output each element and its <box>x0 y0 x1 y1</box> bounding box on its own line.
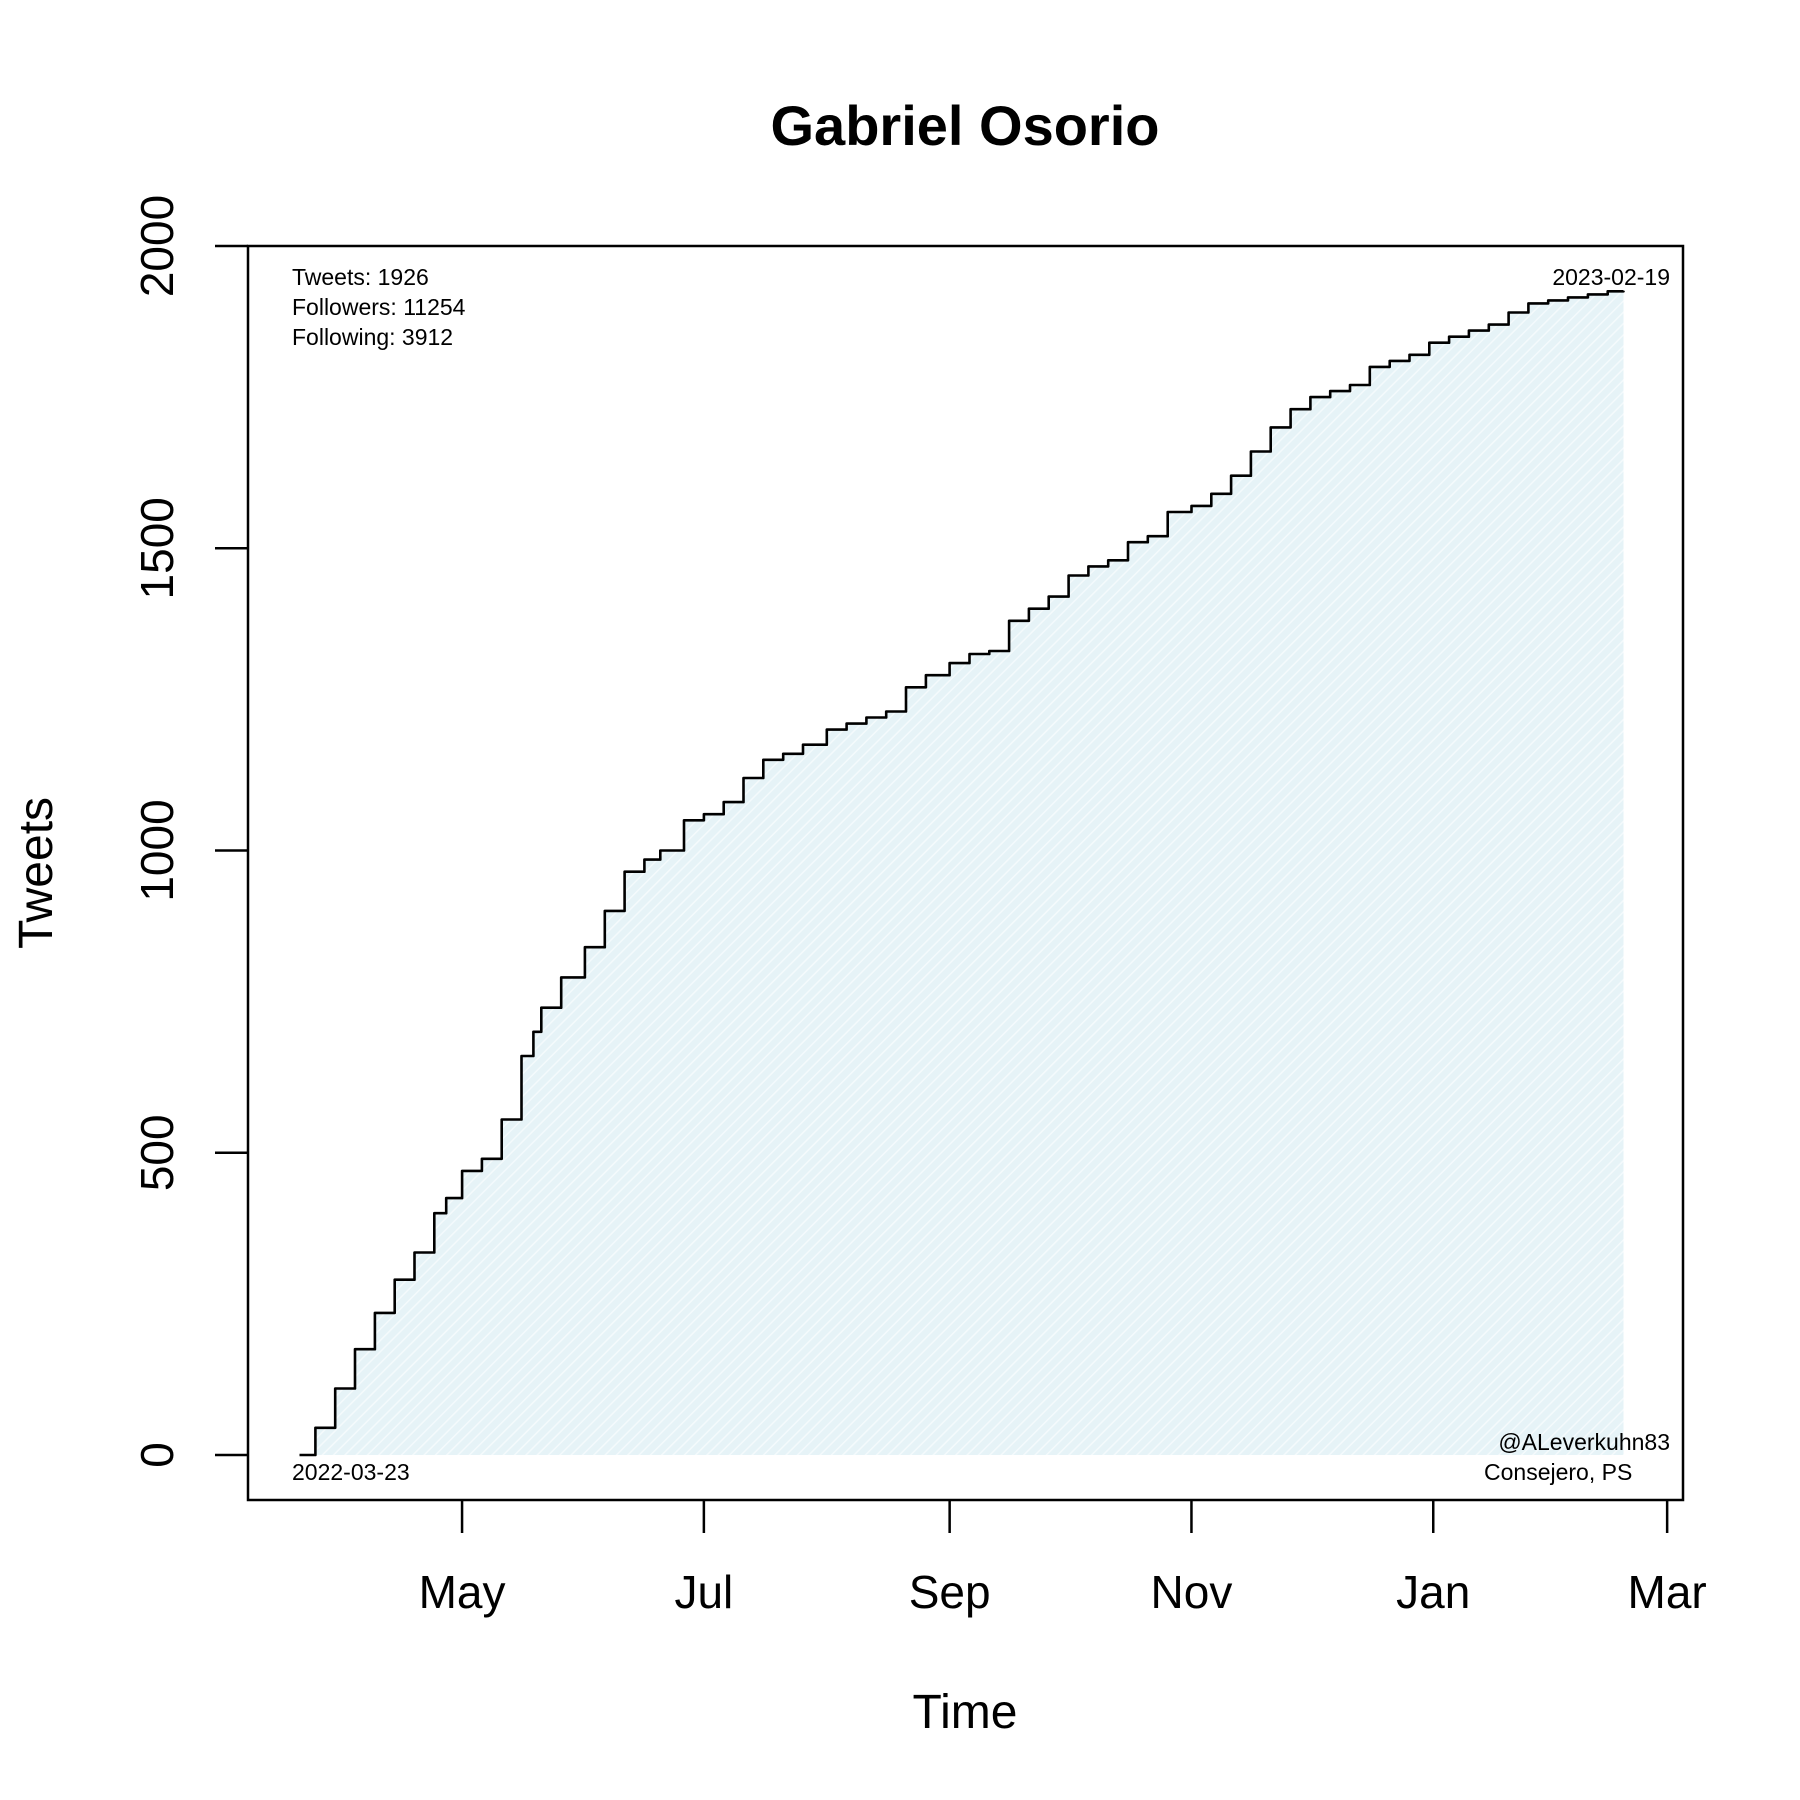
stats-followers: Followers: 11254 <box>292 294 466 320</box>
start-date-label: 2022-03-23 <box>292 1459 410 1485</box>
y-tick-label: 0 <box>131 1442 183 1468</box>
end-date-label: 2023-02-19 <box>1552 264 1670 290</box>
x-tick-label: Mar <box>1628 1566 1707 1618</box>
y-axis-label: Tweets <box>10 797 63 949</box>
credit-handle: @ALeverkuhn83 <box>1498 1429 1670 1455</box>
stats-tweets: Tweets: 1926 <box>292 264 429 290</box>
x-tick-label: Jan <box>1396 1566 1470 1618</box>
series-line <box>299 290 1625 1457</box>
x-tick-label: May <box>419 1566 506 1618</box>
x-tick-label: Nov <box>1151 1566 1233 1618</box>
x-tick-label: Sep <box>909 1566 991 1618</box>
chart-title: Gabriel Osorio <box>771 94 1160 157</box>
x-axis: May Jul Sep Nov Jan Mar <box>419 1500 1707 1618</box>
y-tick-label: 500 <box>131 1114 183 1191</box>
y-tick-label: 1500 <box>131 497 183 599</box>
x-tick-label: Jul <box>674 1566 733 1618</box>
y-axis: 0 500 1000 1500 2000 <box>131 195 248 1468</box>
y-tick-label: 1000 <box>131 799 183 901</box>
series-area <box>299 290 1624 1456</box>
stats-following: Following: 3912 <box>292 324 453 350</box>
y-tick-label: 2000 <box>131 195 183 297</box>
plot-frame <box>246 244 1685 1502</box>
plot-area <box>299 290 1625 1457</box>
x-axis-label: Time <box>913 1686 1018 1739</box>
credit-role: Consejero, PS <box>1484 1459 1632 1485</box>
